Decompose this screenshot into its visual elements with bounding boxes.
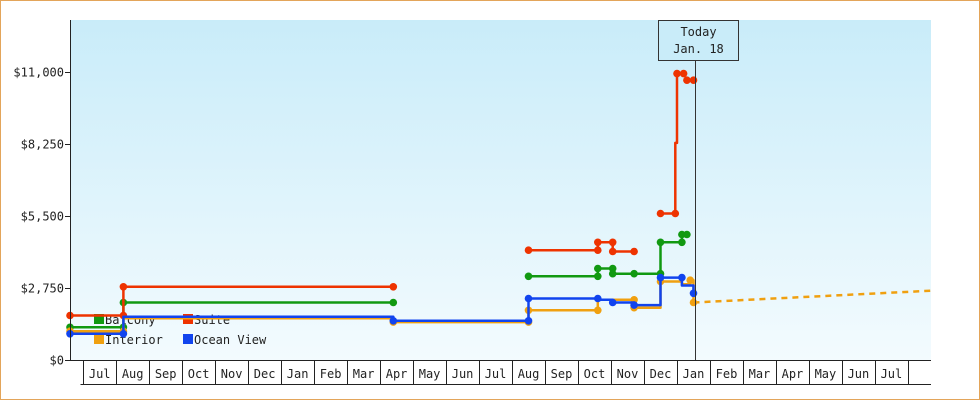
- y-axis-ticks: $0 $2,750 $5,500 $8,250 $11,000: [13, 66, 70, 368]
- x-tick-label: Jul: [881, 367, 903, 381]
- y-tick-label: $0: [50, 354, 64, 368]
- series-line-suite: [70, 285, 394, 317]
- data-point-suite: [689, 76, 698, 84]
- data-point-suite: [679, 69, 688, 78]
- data-point-balcony: [594, 264, 602, 273]
- x-tick-label: Jan: [683, 367, 705, 381]
- x-tick-label: Jan: [287, 367, 309, 381]
- x-tick-label: Aug: [122, 367, 144, 381]
- legend-swatch: [183, 334, 193, 344]
- data-point-ocean-view: [630, 301, 638, 309]
- data-point-ocean-view: [524, 294, 533, 303]
- data-point-suite: [630, 247, 638, 256]
- today-label-box: [658, 20, 739, 61]
- x-tick-label: Oct: [188, 367, 210, 381]
- legend-label: Ocean View: [194, 333, 267, 347]
- data-point-interior: [594, 306, 602, 315]
- data-point-ocean-view: [608, 298, 617, 307]
- x-tick-label: Nov: [617, 367, 639, 381]
- today-label: Today: [680, 25, 716, 39]
- data-point-ocean-view: [389, 317, 398, 325]
- series-layer: [66, 69, 932, 338]
- legend-swatch: [94, 334, 104, 344]
- legend-label: Interior: [105, 333, 163, 347]
- x-tick-label: Sep: [551, 367, 573, 381]
- today-date: Jan. 18: [673, 42, 724, 56]
- y-tick-label: $5,500: [21, 210, 64, 224]
- legend-label: Suite: [194, 313, 230, 327]
- data-point-balcony: [683, 230, 691, 239]
- x-tick-label: Sep: [155, 367, 177, 381]
- data-point-suite: [524, 246, 533, 254]
- data-point-suite: [673, 69, 681, 78]
- data-point-balcony: [630, 269, 638, 278]
- data-point-ocean-view: [594, 294, 602, 303]
- x-axis-ticks: Jul Aug Sep Oct Nov Dec Jan Feb Mar Apr May Jun Jul A…: [80, 361, 931, 385]
- data-point-suite: [608, 247, 617, 256]
- data-point-balcony: [608, 264, 617, 273]
- data-point-ocean-view: [678, 273, 686, 282]
- data-point-balcony: [656, 238, 665, 247]
- today-marker: Today Jan. 18: [658, 20, 739, 360]
- data-point-suite: [594, 238, 602, 247]
- x-tick-label: Oct: [584, 367, 606, 381]
- x-tick-label: Dec: [650, 367, 672, 381]
- x-tick-label: Apr: [782, 367, 804, 381]
- data-point-balcony: [594, 272, 602, 281]
- data-point-suite: [119, 283, 128, 291]
- data-point-balcony: [608, 269, 617, 278]
- plot-area: [70, 20, 931, 360]
- x-tick-label: May: [815, 367, 837, 381]
- data-point-suite: [594, 246, 602, 254]
- x-tick-label: Mar: [749, 367, 771, 381]
- data-point-ocean-view: [119, 330, 128, 338]
- x-tick-label: Jun: [848, 367, 870, 381]
- x-tick-label: Aug: [518, 367, 540, 381]
- y-tick-label: $2,750: [21, 282, 64, 296]
- data-point-suite: [656, 209, 665, 218]
- x-tick-label: Mar: [353, 367, 375, 381]
- forecast-line: [693, 289, 932, 304]
- legend-swatch: [94, 314, 104, 324]
- x-tick-label: Apr: [386, 367, 408, 381]
- data-point-suite: [671, 209, 680, 218]
- data-point-ocean-view: [656, 273, 665, 282]
- y-tick-label: $11,000: [13, 66, 64, 80]
- x-tick-label: Dec: [254, 367, 276, 381]
- x-tick-label: Feb: [716, 367, 738, 381]
- y-tick-label: $8,250: [21, 138, 64, 152]
- data-point-suite: [683, 76, 691, 84]
- data-point-balcony: [524, 272, 533, 281]
- data-point-interior: [686, 276, 694, 285]
- data-point-ocean-view: [689, 289, 698, 298]
- data-point-balcony: [678, 238, 686, 247]
- x-tick-label: Feb: [320, 367, 342, 381]
- data-point-suite: [389, 283, 398, 291]
- x-tick-label: Nov: [221, 367, 243, 381]
- x-tick-label: Jun: [452, 367, 474, 381]
- data-point-ocean-view: [524, 317, 533, 325]
- x-tick-label: May: [419, 367, 441, 381]
- data-point-suite: [608, 238, 617, 247]
- x-tick-label: Jul: [485, 367, 507, 381]
- data-point-balcony: [389, 298, 398, 307]
- x-tick-label: Jul: [89, 367, 111, 381]
